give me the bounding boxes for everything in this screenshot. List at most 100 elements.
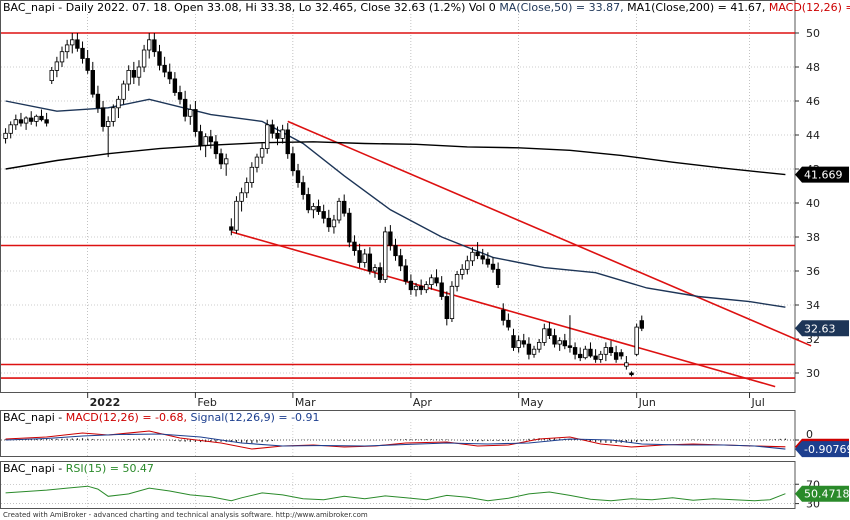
- candle: [593, 349, 598, 363]
- candle-body: [639, 320, 644, 329]
- candle: [444, 291, 450, 326]
- title-segment: MACD(12,26) = -0.68,: [66, 411, 191, 424]
- candle: [562, 333, 568, 350]
- y-tick-label: 34: [806, 299, 820, 312]
- candle: [377, 262, 383, 283]
- title-segment: Signal(12,26,9) = -0.91: [191, 411, 320, 424]
- candle: [578, 347, 583, 362]
- candle: [501, 303, 506, 326]
- candle: [557, 337, 562, 351]
- candle-body: [434, 277, 439, 284]
- candle-body: [8, 124, 13, 134]
- candle-body: [578, 353, 583, 359]
- main-panel-frame: [0, 0, 796, 393]
- candle: [90, 61, 95, 98]
- y-tick-label: 36: [806, 265, 820, 278]
- candle: [583, 345, 588, 360]
- candle: [280, 124, 285, 144]
- candle-body: [413, 285, 419, 291]
- candle-body: [75, 39, 80, 49]
- candle: [244, 177, 249, 198]
- candle-body: [167, 71, 172, 80]
- indicator-line: [5, 433, 786, 450]
- candle-body: [157, 51, 162, 66]
- candle-body: [229, 226, 234, 231]
- candle: [213, 135, 219, 159]
- candle-body: [213, 141, 219, 155]
- x-tick-label: Jun: [638, 396, 656, 409]
- candle: [367, 247, 373, 275]
- candle-body: [131, 70, 137, 78]
- candle: [59, 46, 65, 67]
- candle-body: [367, 253, 373, 272]
- candle-body: [480, 255, 485, 260]
- candle: [480, 248, 485, 265]
- y-tick-label: 44: [806, 129, 820, 142]
- candle-body: [388, 231, 393, 246]
- candle-body: [54, 61, 60, 71]
- title-segment: MA1(Close,200) = 41.67,: [627, 1, 769, 14]
- candle: [121, 80, 126, 105]
- candle-body: [234, 200, 239, 231]
- candle: [285, 123, 290, 159]
- candle-body: [244, 182, 249, 194]
- candle-body: [259, 148, 265, 158]
- candle: [177, 85, 183, 105]
- candle: [619, 349, 624, 360]
- y-tick-label: 40: [806, 197, 820, 210]
- candle: [511, 328, 516, 351]
- last-value-label: 50.4718: [795, 485, 850, 502]
- candle-body: [85, 58, 90, 71]
- candle-body: [531, 348, 537, 355]
- candle: [542, 323, 547, 346]
- candle: [152, 33, 157, 57]
- candle-body: [562, 340, 568, 347]
- candle: [85, 50, 90, 74]
- candle-body: [454, 273, 460, 287]
- candle: [223, 153, 229, 176]
- candle: [439, 276, 444, 300]
- candle: [531, 345, 537, 358]
- candle-body: [341, 200, 347, 214]
- candle-body: [629, 372, 634, 376]
- candle: [470, 247, 475, 266]
- candle: [290, 146, 296, 176]
- candle: [393, 238, 398, 261]
- candle-body: [326, 217, 331, 228]
- candle: [3, 128, 8, 144]
- candle-body: [613, 352, 619, 360]
- candle-body: [208, 136, 213, 143]
- candle: [624, 356, 629, 370]
- candle-body: [603, 347, 609, 355]
- last-value-label: 32.63: [795, 320, 849, 337]
- candle: [29, 111, 34, 125]
- candle-body: [316, 205, 321, 212]
- candle: [275, 126, 280, 146]
- candle-body: [290, 153, 296, 172]
- x-tick-label: Apr: [413, 396, 433, 409]
- candle-body: [265, 124, 270, 150]
- candle: [234, 196, 239, 234]
- candle: [75, 33, 80, 52]
- x-tick-label: 2022: [90, 396, 121, 409]
- candle: [147, 33, 152, 59]
- candle-body: [583, 348, 588, 359]
- candle: [167, 63, 172, 84]
- candle: [598, 350, 603, 363]
- candle: [100, 101, 106, 132]
- candle: [172, 72, 178, 96]
- candle: [270, 119, 275, 139]
- candle-body: [280, 129, 285, 139]
- candle-body: [439, 282, 444, 297]
- candle-body: [470, 251, 475, 262]
- candle-body: [593, 355, 598, 360]
- candle-body: [536, 341, 542, 350]
- last-value-text: 32.63: [804, 322, 836, 335]
- candle: [388, 225, 393, 251]
- candle: [13, 114, 19, 130]
- candle: [536, 339, 542, 353]
- candle: [126, 65, 131, 91]
- candle-body: [475, 251, 480, 257]
- candle: [526, 337, 532, 360]
